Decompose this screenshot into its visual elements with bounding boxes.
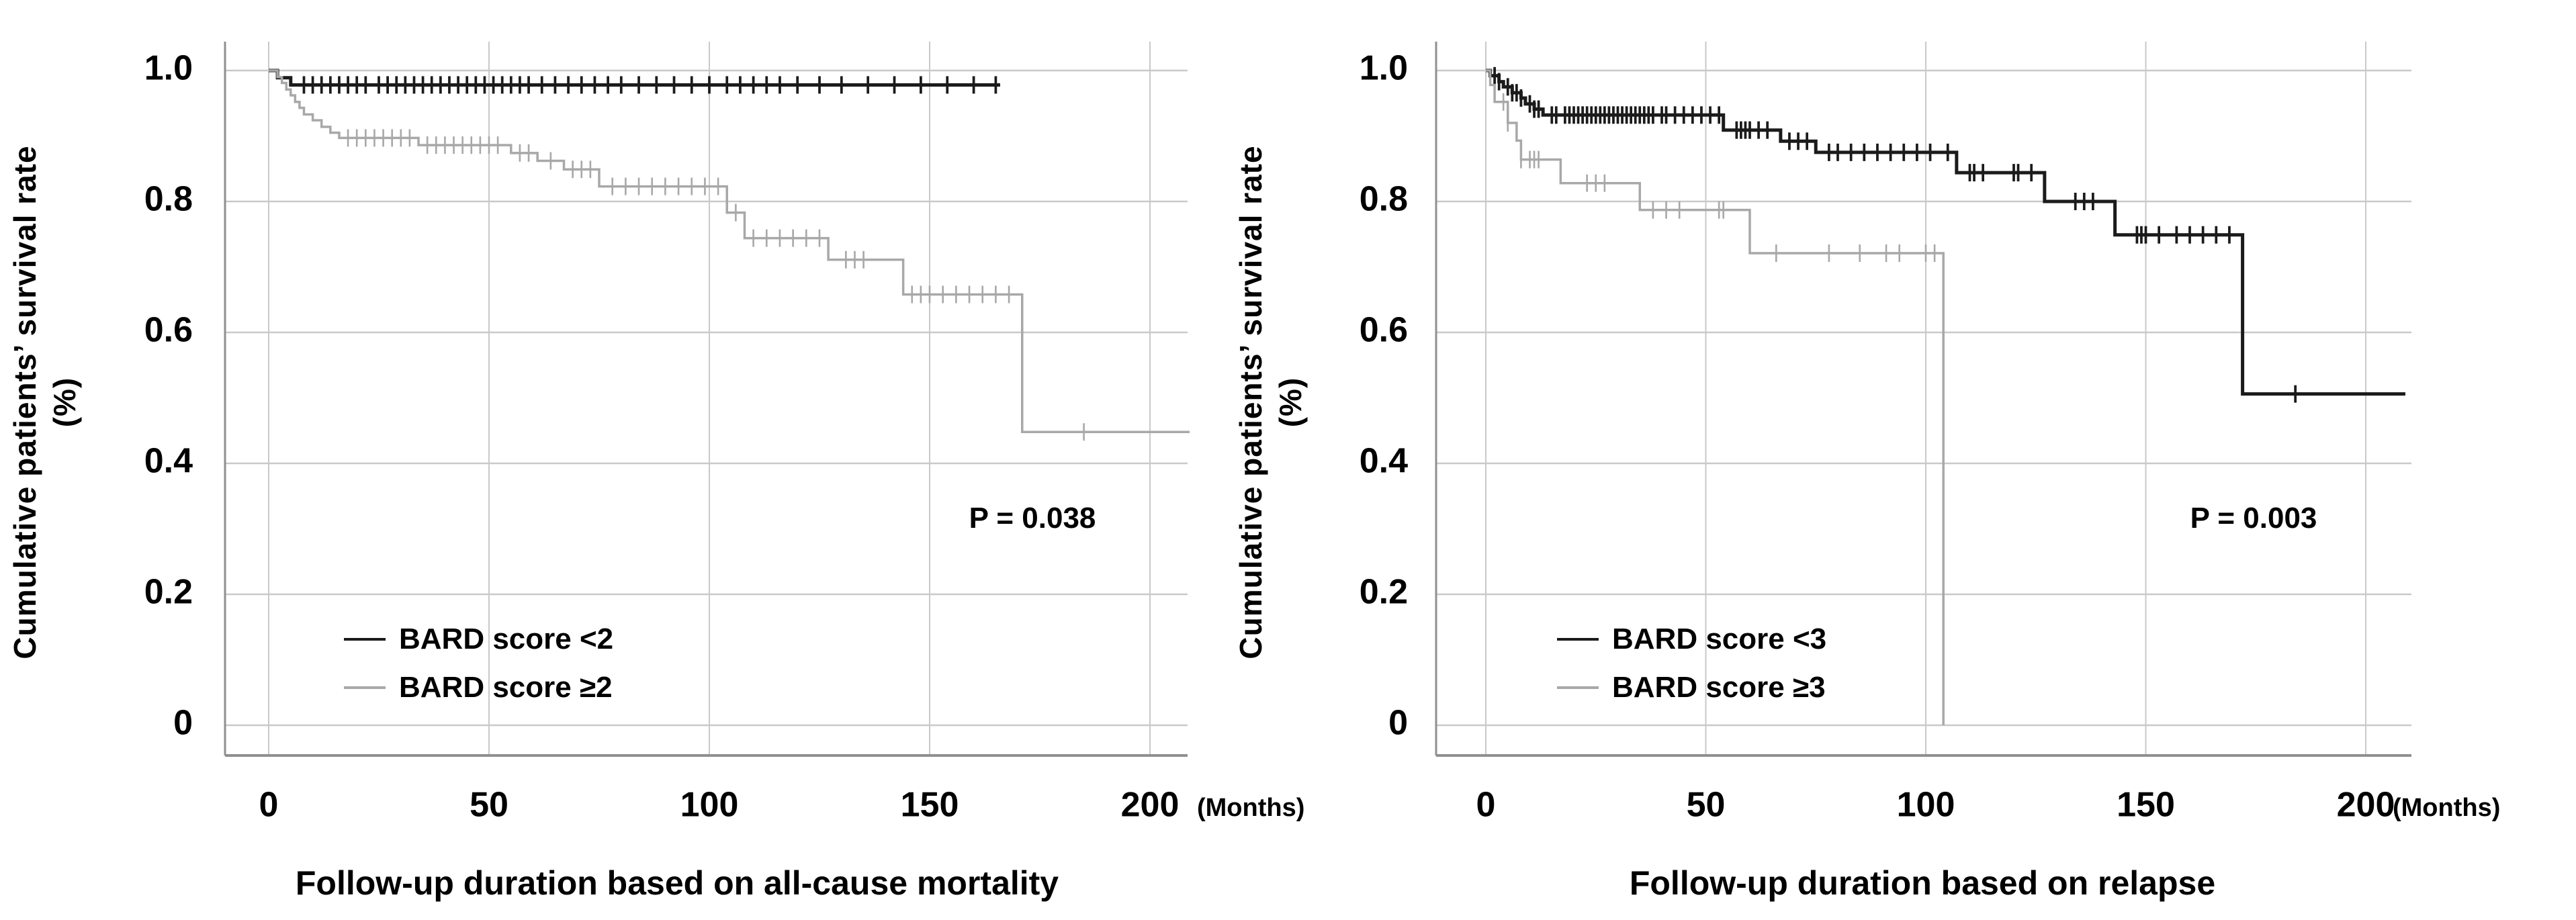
legend-item: BARD score <2 xyxy=(344,615,613,663)
x-tick-label: 100 xyxy=(1897,786,1955,825)
y-tick-label: 0.4 xyxy=(1360,442,1408,481)
legend-label: BARD score <2 xyxy=(399,623,614,655)
y-tick-label: 0 xyxy=(173,704,193,743)
y-tick-label: 1.0 xyxy=(1360,49,1408,88)
y-tick-label: 0 xyxy=(1388,704,1408,743)
legend-line-sample xyxy=(344,686,386,689)
y-tick-label: 0.8 xyxy=(1360,180,1408,219)
legend-item: BARD score ≥3 xyxy=(1557,663,1826,712)
y-tick-label: 0.4 xyxy=(144,442,193,481)
legend-line-sample xyxy=(1557,638,1599,641)
y-axis-title: Cumulative patients’ survival rate xyxy=(1233,145,1268,659)
legend-label: BARD score <3 xyxy=(1612,623,1827,655)
y-tick-label: 0.2 xyxy=(144,573,193,612)
legend-line-sample xyxy=(344,638,386,641)
y-tick-label: 0.8 xyxy=(144,180,193,219)
legend-line-sample xyxy=(1557,686,1599,689)
p-value-label-right: P = 0.003 xyxy=(2190,502,2317,535)
km-curve xyxy=(269,69,1190,433)
months-unit-label-right: (Months) xyxy=(2393,794,2501,822)
p-value-label-left: P = 0.038 xyxy=(969,502,1096,535)
legend-right: BARD score <3 BARD score ≥3 xyxy=(1557,615,1826,712)
legend-item: BARD score <3 xyxy=(1557,615,1826,663)
y-axis-title: Cumulative patients’ survival rate xyxy=(7,145,42,659)
x-axis-label-left: Follow-up duration based on all-cause mo… xyxy=(295,864,1059,902)
y-tick-label: 1.0 xyxy=(144,49,193,88)
y-axis-unit: (%) xyxy=(46,377,82,428)
y-axis-unit: (%) xyxy=(1272,377,1308,428)
x-tick-label: 0 xyxy=(1476,786,1496,825)
y-tick-label: 0.6 xyxy=(1360,311,1408,350)
y-tick-label: 0.2 xyxy=(1360,573,1408,612)
legend-label: BARD score ≥2 xyxy=(399,671,613,704)
y-axis-label-left: Cumulative patients’ survival rate (%) xyxy=(5,16,89,788)
y-tick-label: 0.6 xyxy=(144,311,193,350)
legend-left: BARD score <2 BARD score ≥2 xyxy=(344,615,613,712)
legend-label: BARD score ≥3 xyxy=(1612,671,1826,704)
x-axis-label-right: Follow-up duration based on relapse xyxy=(1629,864,2216,902)
x-tick-label: 0 xyxy=(259,786,279,825)
x-tick-label: 50 xyxy=(470,786,508,825)
x-tick-label: 100 xyxy=(680,786,739,825)
legend-item: BARD score ≥2 xyxy=(344,663,613,712)
months-unit-label-left: (Months) xyxy=(1197,794,1305,822)
km-curve xyxy=(1486,68,2405,396)
x-tick-label: 150 xyxy=(2117,786,2175,825)
x-tick-label: 200 xyxy=(1121,786,1180,825)
y-axis-label-right: Cumulative patients’ survival rate (%) xyxy=(1231,16,1315,788)
x-tick-label: 150 xyxy=(901,786,959,825)
x-tick-label: 200 xyxy=(2337,786,2395,825)
km-curve xyxy=(1486,69,1945,725)
x-tick-label: 50 xyxy=(1687,786,1726,825)
